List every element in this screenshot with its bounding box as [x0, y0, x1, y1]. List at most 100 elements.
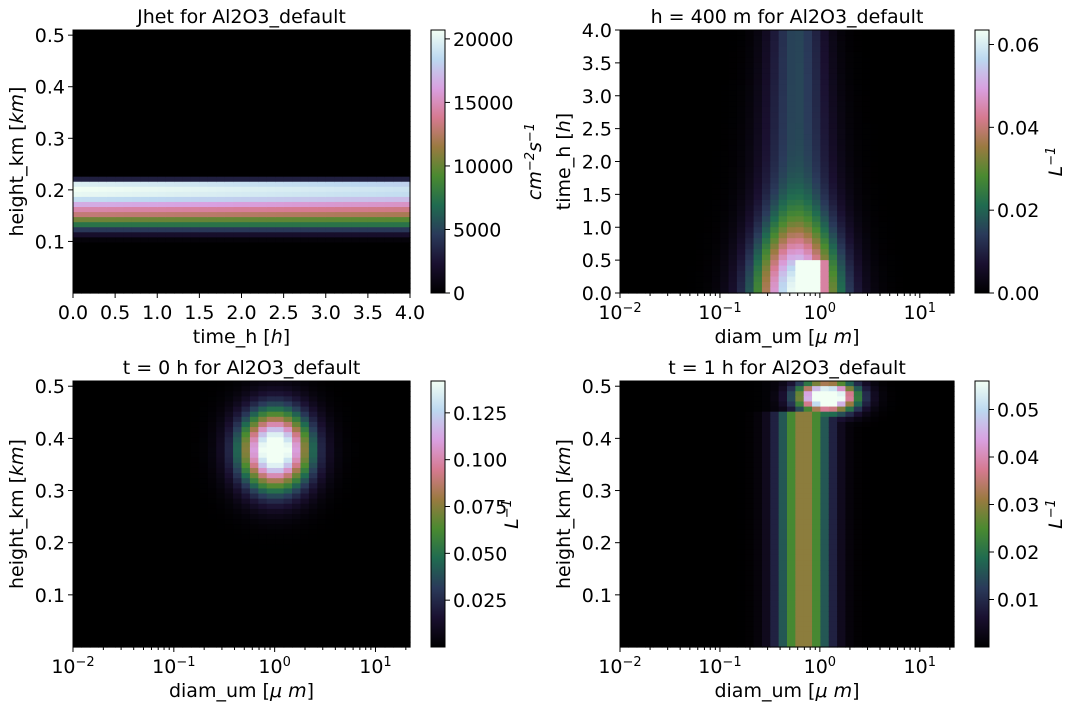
heatmap-cell	[928, 139, 938, 146]
heatmap-cell	[770, 161, 780, 168]
heatmap-cell	[367, 257, 377, 264]
heatmap-cell	[216, 105, 226, 112]
heatmap-cell	[199, 524, 209, 530]
heatmap-cell	[148, 75, 158, 82]
heatmap-cell	[148, 386, 158, 392]
heatmap-cell	[174, 590, 184, 597]
heatmap-cell	[131, 590, 142, 597]
heatmap-cell	[903, 128, 913, 135]
heatmap-cell	[131, 391, 142, 397]
heatmap-cell	[73, 539, 83, 546]
heatmap-cell	[376, 50, 386, 56]
heatmap-cell	[266, 115, 276, 122]
heatmap-cell	[670, 282, 680, 289]
heatmap-cell	[795, 260, 805, 267]
heatmap-cell	[190, 457, 200, 464]
heatmap-cell	[241, 131, 251, 137]
heatmap-cell	[224, 257, 234, 264]
heatmap-cell	[820, 254, 830, 261]
heatmap-cell	[695, 123, 705, 130]
heatmap-cell	[812, 46, 821, 53]
heatmap-cell	[393, 282, 403, 289]
heatmap-cell	[745, 249, 755, 256]
heatmap-cell	[384, 272, 394, 279]
heatmap-cell	[157, 554, 167, 561]
heatmap-cell	[853, 276, 863, 283]
heatmap-cell	[928, 260, 938, 267]
heatmap-cell	[945, 145, 955, 152]
heatmap-cell	[745, 79, 755, 86]
heatmap-cell	[686, 238, 696, 245]
heatmap-cell	[645, 216, 654, 223]
heatmap-cell	[157, 590, 167, 597]
heatmap-cell	[325, 196, 335, 203]
heatmap-cell	[636, 194, 646, 201]
heatmap-cell	[862, 134, 872, 141]
heatmap-cell	[736, 166, 746, 174]
heatmap-cell	[887, 35, 897, 42]
heatmap-cell	[308, 166, 318, 173]
heatmap-cell	[157, 105, 167, 112]
heatmap-cell	[89, 100, 99, 107]
heatmap-cell	[165, 611, 175, 617]
heatmap-cell	[174, 121, 184, 127]
heatmap-cell	[199, 136, 209, 142]
heatmap-cell	[695, 194, 705, 201]
heatmap-cell	[207, 600, 217, 607]
heatmap-cell	[401, 136, 411, 142]
heatmap-cell	[393, 166, 403, 173]
heatmap-cell	[174, 110, 184, 117]
heatmap-cell	[753, 117, 763, 124]
heatmap-cell	[778, 260, 788, 267]
heatmap-cell	[928, 177, 938, 185]
heatmap-cell	[753, 57, 763, 64]
heatmap-cell	[190, 65, 200, 72]
heatmap-cell	[258, 95, 268, 102]
heatmap-cell	[73, 90, 83, 97]
heatmap-cell	[89, 40, 99, 46]
heatmap-cell	[89, 519, 99, 525]
heatmap-cell	[620, 183, 629, 190]
heatmap-cell	[106, 452, 116, 459]
heatmap-cell	[787, 249, 796, 256]
heatmap-cell	[123, 457, 133, 464]
heatmap-cell	[778, 35, 788, 42]
heatmap-cell	[241, 277, 251, 284]
heatmap-cell	[720, 112, 730, 119]
heatmap-cell	[199, 40, 209, 46]
heatmap-cell	[795, 265, 805, 272]
heatmap-cell	[140, 611, 150, 617]
heatmap-cell	[190, 432, 200, 438]
heatmap-cell	[148, 529, 158, 536]
heatmap-cell	[292, 95, 302, 102]
heatmap-cell	[945, 40, 955, 48]
heatmap-cell	[140, 40, 150, 46]
heatmap-cell	[140, 641, 150, 648]
heatmap-cell	[182, 421, 192, 428]
heatmap-cell	[720, 265, 730, 272]
heatmap-cell	[89, 277, 99, 284]
heatmap-cell	[853, 123, 863, 130]
heatmap-cell	[928, 161, 938, 168]
heatmap-cell	[670, 205, 680, 212]
heatmap-cell	[115, 65, 125, 72]
heatmap-cell	[174, 105, 184, 112]
heatmap-cell	[148, 432, 158, 438]
heatmap-cell	[190, 110, 200, 117]
heatmap-cell	[207, 514, 217, 520]
heatmap-cell	[224, 171, 234, 178]
heatmap-cell	[367, 282, 377, 289]
heatmap-cell	[115, 539, 125, 546]
heatmap-cell	[661, 123, 671, 130]
heatmap-cell	[106, 554, 116, 561]
heatmap-cell	[870, 287, 880, 294]
heatmap-cell	[695, 172, 705, 179]
heatmap-cell	[920, 123, 930, 130]
heatmap-cell	[317, 100, 327, 107]
heatmap-cell	[878, 46, 888, 53]
heatmap-cell	[89, 447, 99, 454]
heatmap-cell	[837, 183, 847, 190]
heatmap-cell	[131, 191, 142, 198]
heatmap-cell	[736, 101, 746, 108]
heatmap-cell	[645, 265, 654, 272]
